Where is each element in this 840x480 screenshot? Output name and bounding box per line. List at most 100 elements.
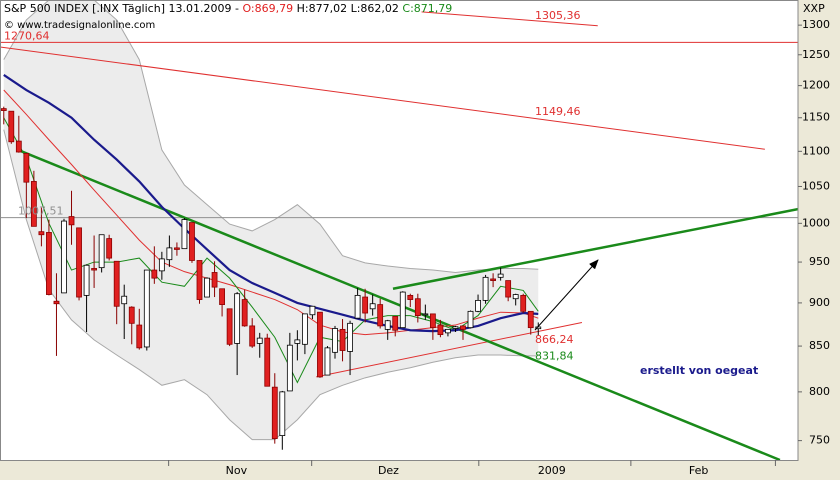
candle-body — [143, 269, 150, 348]
trend-line — [421, 11, 598, 27]
annotation-label: 1007,51 — [18, 205, 64, 218]
candle-body — [30, 181, 37, 227]
note: erstellt von oegeat — [640, 364, 758, 377]
header: S&P 500 INDEX [.INX Täglich] 13.01.2009 … — [4, 2, 452, 15]
indicator-line — [3, 89, 539, 336]
credit: © www.tradesignalonline.com — [4, 20, 155, 31]
plot-layer — [0, 0, 798, 460]
arrow — [534, 259, 599, 331]
trend-line — [392, 207, 798, 290]
candle-body — [23, 152, 30, 183]
header-close: C:871,79 — [402, 2, 452, 15]
y-tick-label: 900 — [809, 296, 830, 309]
candle-body — [527, 310, 534, 329]
annotation-label: 1305,36 — [535, 9, 581, 22]
candle-body — [445, 328, 451, 334]
candle-body — [98, 234, 105, 269]
candle-body — [475, 299, 481, 312]
trend-line — [316, 321, 583, 378]
y-tick-label: 850 — [809, 339, 830, 352]
candle-body — [211, 272, 218, 288]
candle-body — [196, 260, 203, 300]
candle-body — [294, 339, 301, 344]
candle-body — [497, 273, 504, 278]
candle-body — [482, 276, 489, 301]
y-tick-label: 800 — [809, 385, 830, 398]
x-tick-label: Dez — [378, 464, 399, 477]
header-open: O:869,79 — [242, 2, 293, 15]
candle-body — [317, 311, 323, 378]
symbol-label: XXP — [803, 2, 825, 15]
y-tick-label: 1000 — [802, 216, 830, 229]
candle-body — [301, 313, 308, 345]
annotation-label: 866,24 — [535, 333, 574, 346]
candle-body — [354, 294, 361, 319]
header-low: L:862,02 — [351, 2, 399, 15]
candle-body — [407, 294, 414, 300]
candle-body — [61, 220, 67, 294]
candle-body — [414, 298, 421, 316]
candle-body — [174, 247, 180, 250]
y-tick-label: 1250 — [802, 48, 830, 61]
candle-body — [234, 293, 241, 344]
candle-body — [429, 313, 436, 329]
candle-body — [505, 280, 512, 298]
candle-body — [279, 391, 286, 436]
candle-body — [91, 268, 98, 271]
candle-body — [399, 291, 406, 329]
x-tick-label: Feb — [689, 464, 708, 477]
candle-body — [377, 304, 384, 327]
candle-body — [106, 238, 113, 259]
y-tick-label: 1300 — [802, 18, 830, 31]
candle-body — [15, 140, 22, 153]
candle-body — [241, 299, 248, 327]
header-date: 13.01.2009 — [168, 2, 231, 15]
candle-body — [76, 227, 82, 298]
candle-body — [46, 232, 52, 295]
y-tick-label: 1100 — [802, 144, 830, 157]
y-tick-label: 1050 — [802, 179, 830, 192]
candle-body — [339, 328, 346, 351]
candle-body — [264, 337, 271, 387]
candle-body — [0, 108, 7, 111]
candle-body — [189, 222, 195, 261]
candle-body — [467, 310, 474, 329]
candle-body — [121, 295, 128, 305]
annotation-label: 1149,46 — [535, 105, 581, 118]
candle-body — [68, 216, 75, 226]
candle-body — [490, 278, 497, 281]
y-tick-label: 950 — [809, 255, 830, 268]
annotation-label: 1270,64 — [4, 29, 50, 42]
candle-body — [309, 305, 316, 316]
candle-body — [460, 325, 466, 330]
y-tick-label: 750 — [809, 434, 830, 447]
candle-body — [437, 324, 444, 336]
y-tick-label: 1200 — [802, 79, 830, 92]
y-tick-label: 1150 — [802, 111, 830, 124]
candle-body — [204, 277, 210, 298]
candle-body — [392, 316, 399, 331]
candle-body — [324, 347, 331, 376]
candle-body — [332, 328, 338, 353]
candle-body — [181, 219, 188, 250]
candle-body — [256, 337, 263, 344]
candle-body — [226, 308, 233, 345]
candle-body — [422, 313, 429, 316]
candle-body — [219, 288, 225, 305]
candle-body — [512, 294, 519, 300]
candle-body — [166, 247, 173, 261]
candle-body — [520, 294, 527, 312]
candle-body — [113, 260, 120, 307]
candle-body — [158, 258, 165, 272]
x-tick-label: 2009 — [538, 464, 566, 477]
plot-border — [0, 0, 799, 461]
candle-body — [53, 300, 60, 305]
trend-line — [0, 46, 765, 150]
header-sep: - — [235, 2, 239, 15]
candle-body — [452, 326, 459, 329]
annotation-label: 831,84 — [535, 349, 574, 362]
candle-body — [136, 324, 143, 349]
candle-body — [271, 386, 278, 440]
trend-line — [17, 148, 781, 460]
